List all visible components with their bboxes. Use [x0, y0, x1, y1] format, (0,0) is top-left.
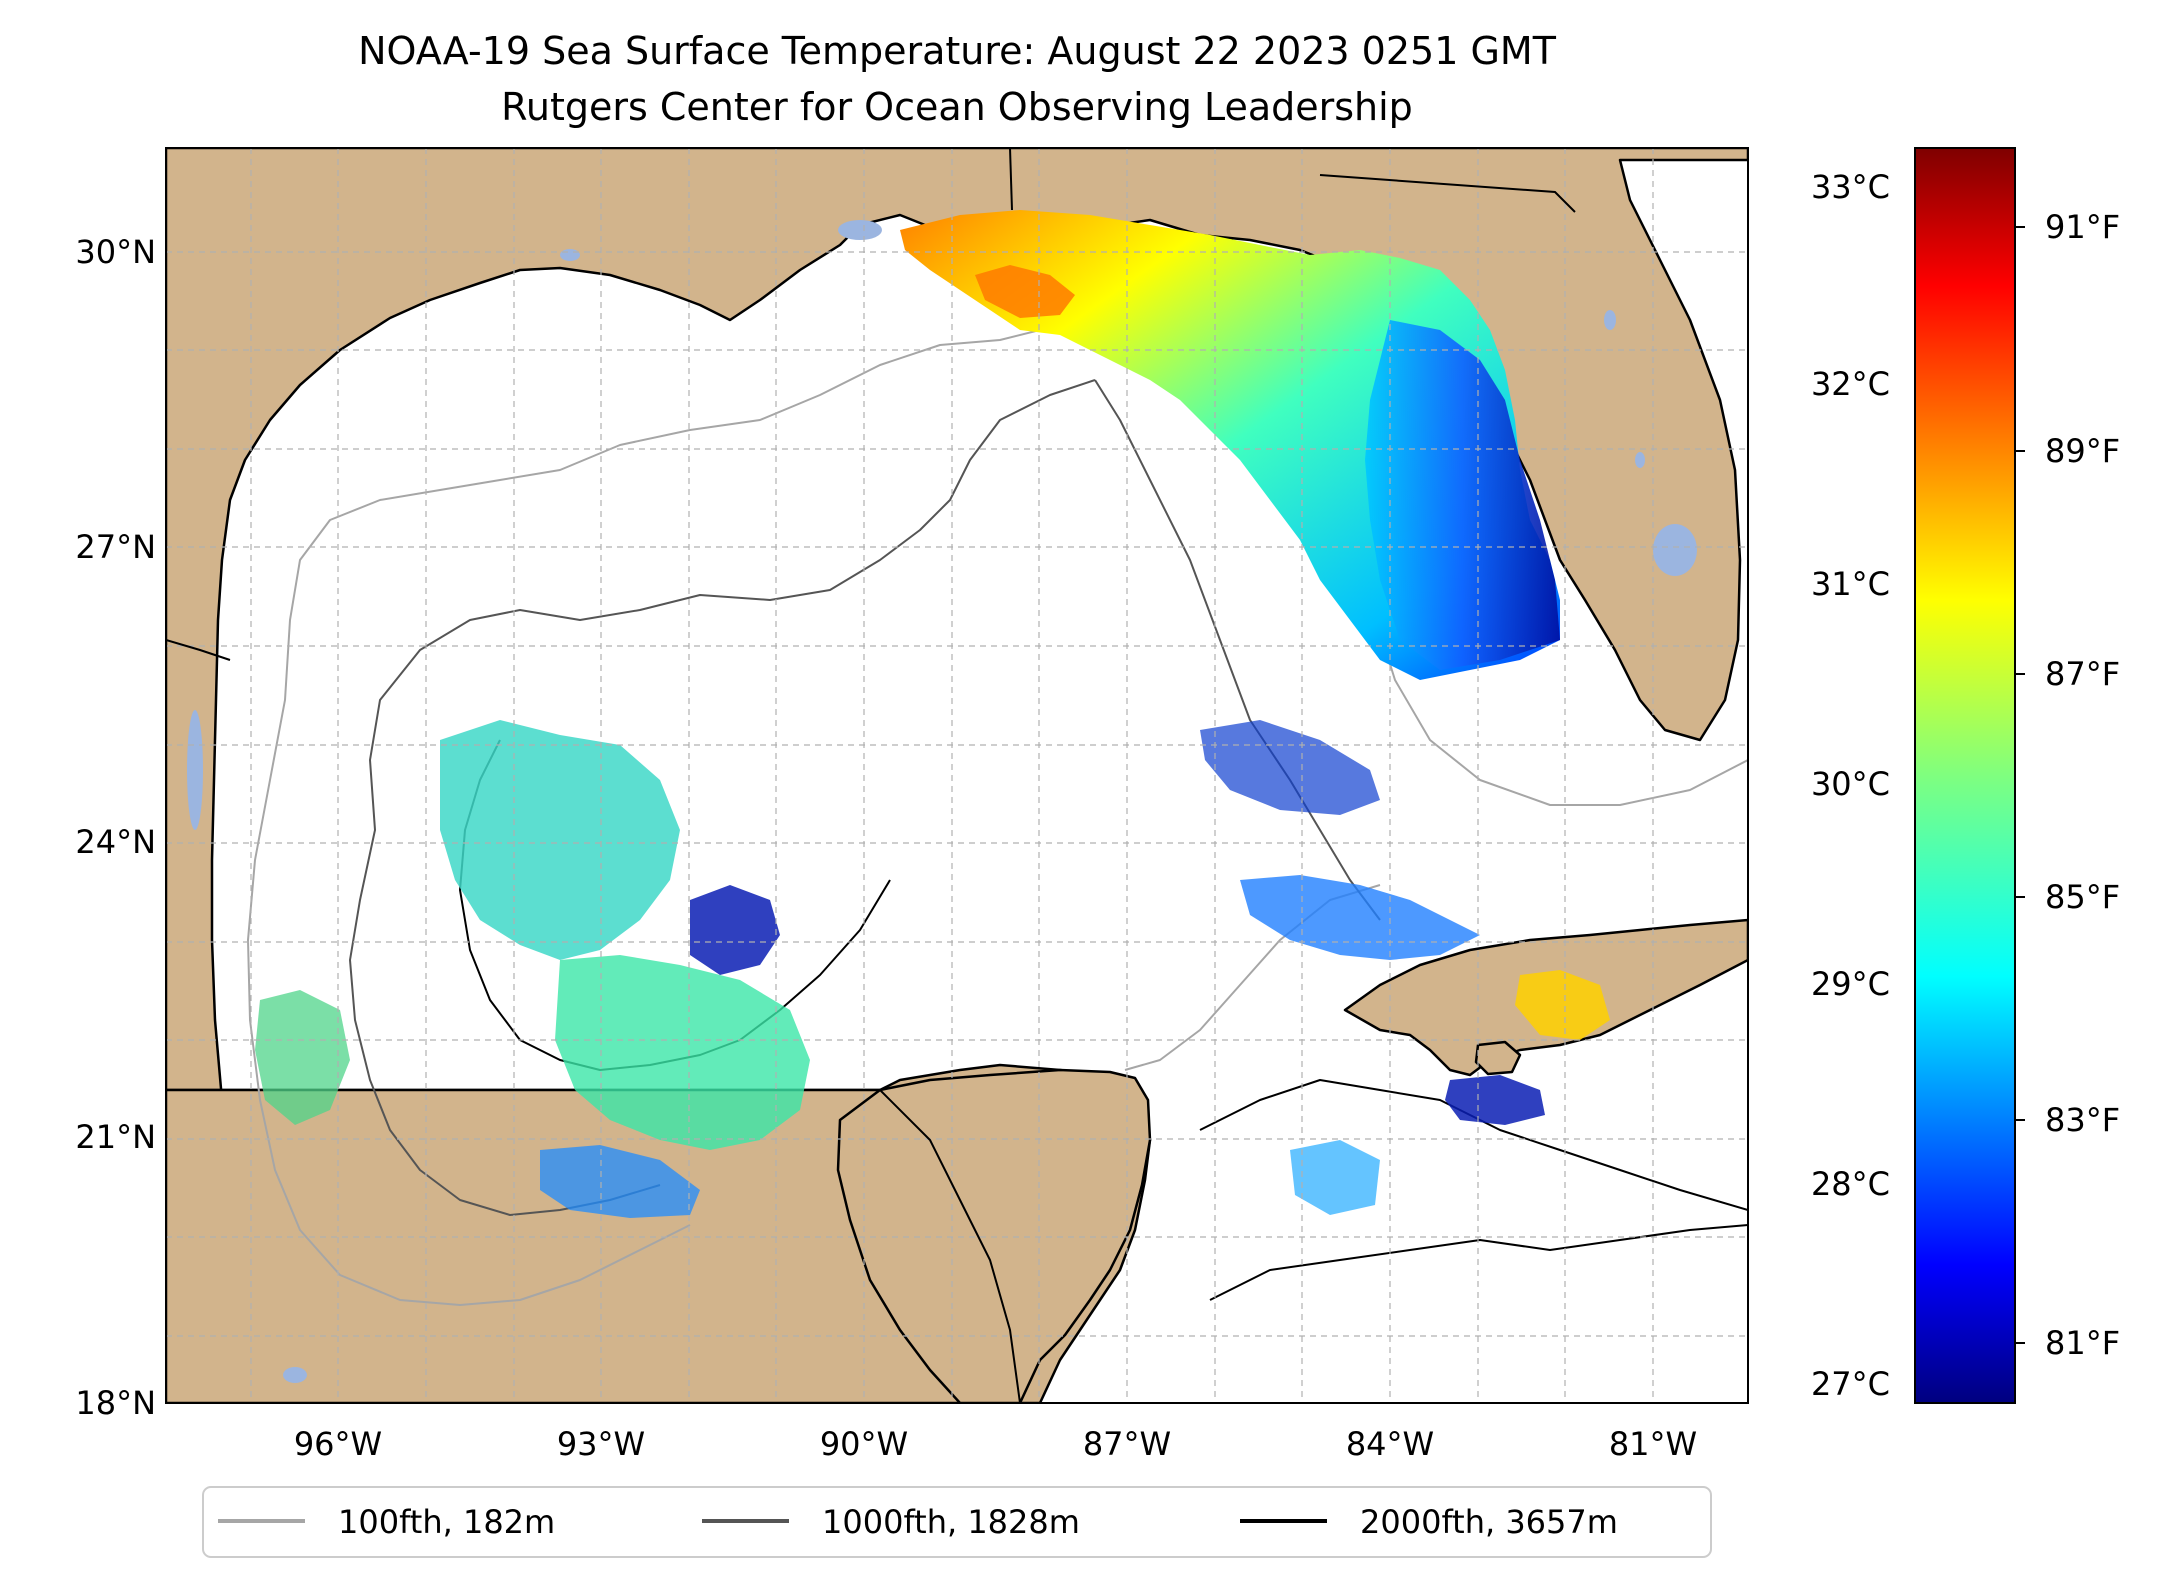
- contour-1000fth-east: [1094, 379, 1381, 921]
- sst-data-patches: [255, 210, 1610, 1218]
- sst-patch-west-central: [440, 720, 680, 960]
- sst-patch-cuba-warm: [1515, 970, 1610, 1040]
- land-isla-juventud: [1474, 1040, 1522, 1076]
- lat-label-27n: 27°N: [75, 528, 156, 566]
- political-borders: [166, 148, 1576, 1403]
- lake-pontchartrain: [838, 220, 882, 240]
- fahrenheit-label-87: 87°F: [2045, 655, 2120, 693]
- celsius-label-32: 32°C: [1811, 365, 1890, 403]
- sst-patch-cuba-north: [1240, 875, 1480, 960]
- legend-label-100fth: 100fth, 182m: [338, 1503, 555, 1541]
- celsius-label-28: 28°C: [1811, 1165, 1890, 1203]
- lat-axis: 30°N 27°N 24°N 21°N 18°N: [75, 233, 156, 1422]
- legend-label-2000fth: 2000fth, 3657m: [1360, 1503, 1618, 1541]
- sst-patch-warm-core: [975, 265, 1075, 318]
- legend-label-1000fth: 1000fth, 1828m: [822, 1503, 1080, 1541]
- celsius-label-29: 29°C: [1811, 965, 1890, 1003]
- sst-patch-southwest: [540, 1145, 700, 1218]
- celsius-label-33: 33°C: [1811, 168, 1890, 206]
- colorbar: 33°C 32°C 31°C 30°C 29°C 28°C 27°C 91°F …: [1811, 147, 2120, 1404]
- lon-label-93w: 93°W: [557, 1425, 645, 1463]
- legend-box: [202, 1486, 1712, 1558]
- lat-label-30n: 30°N: [75, 233, 156, 271]
- lagoon-mexico-south: [283, 1367, 307, 1383]
- sst-patch-florida-shelf: [1365, 320, 1560, 670]
- lon-label-87w: 87°W: [1083, 1425, 1171, 1463]
- lon-axis: 96°W 93°W 90°W 87°W 84°W 81°W: [294, 1425, 1697, 1463]
- title-line-1: NOAA-19 Sea Surface Temperature: August …: [358, 29, 1557, 73]
- lake-florida-2: [1635, 452, 1645, 468]
- lake-okeechobee: [1653, 524, 1697, 576]
- sst-patch-east-central: [1200, 720, 1380, 815]
- contour-1000fth: [349, 379, 1096, 1216]
- legend-item-1000fth: 1000fth, 1828m: [702, 1503, 1080, 1541]
- lat-label-24n: 24°N: [75, 823, 156, 861]
- gridlines: [166, 148, 1748, 1403]
- celsius-label-27: 27°C: [1811, 1365, 1890, 1403]
- colorbar-gradient: [1914, 147, 2016, 1404]
- lagoon-texas: [560, 249, 580, 261]
- land: [166, 148, 1748, 1403]
- map-frame: [165, 147, 1749, 1404]
- lon-label-96w: 96°W: [294, 1425, 382, 1463]
- legend: 100fth, 182m 1000fth, 1828m 2000fth, 365…: [202, 1486, 1712, 1558]
- colorbar-fahrenheit-labels: 91°F 89°F 87°F 85°F 83°F 81°F: [2045, 208, 2120, 1362]
- fahrenheit-label-89: 89°F: [2045, 432, 2120, 470]
- fahrenheit-label-91: 91°F: [2045, 208, 2120, 246]
- lat-label-18n: 18°N: [75, 1384, 156, 1422]
- contour-100fth: [247, 264, 1126, 1306]
- celsius-label-30: 30°C: [1811, 765, 1890, 803]
- sst-patch-campeche: [555, 955, 810, 1150]
- celsius-label-31: 31°C: [1811, 565, 1890, 603]
- lagoon-tamaulipas: [187, 710, 203, 830]
- lat-label-21n: 21°N: [75, 1118, 156, 1156]
- colorbar-fahrenheit-ticks: [2015, 226, 2025, 1344]
- map-panel: [166, 148, 1748, 1403]
- lake-florida-1: [1604, 310, 1616, 330]
- sst-patch-caribbean-south: [1290, 1140, 1380, 1215]
- colorbar-celsius-labels: 33°C 32°C 31°C 30°C 29°C 28°C 27°C: [1811, 168, 1890, 1403]
- fahrenheit-label-81: 81°F: [2045, 1324, 2120, 1362]
- lon-label-84w: 84°W: [1346, 1425, 1434, 1463]
- sst-patch-western-shelf: [255, 990, 350, 1125]
- sst-patch-caribbean: [1445, 1075, 1545, 1125]
- legend-item-100fth: 100fth, 182m: [218, 1503, 555, 1541]
- lon-label-90w: 90°W: [820, 1425, 908, 1463]
- sst-patch-loop-core: [690, 885, 780, 975]
- fahrenheit-label-85: 85°F: [2045, 878, 2120, 916]
- contour-2000fth-caribbean: [1209, 1224, 1748, 1301]
- lon-label-81w: 81°W: [1609, 1425, 1697, 1463]
- title-line-2: Rutgers Center for Ocean Observing Leade…: [501, 85, 1413, 129]
- fahrenheit-label-83: 83°F: [2045, 1101, 2120, 1139]
- legend-item-2000fth: 2000fth, 3657m: [1240, 1503, 1618, 1541]
